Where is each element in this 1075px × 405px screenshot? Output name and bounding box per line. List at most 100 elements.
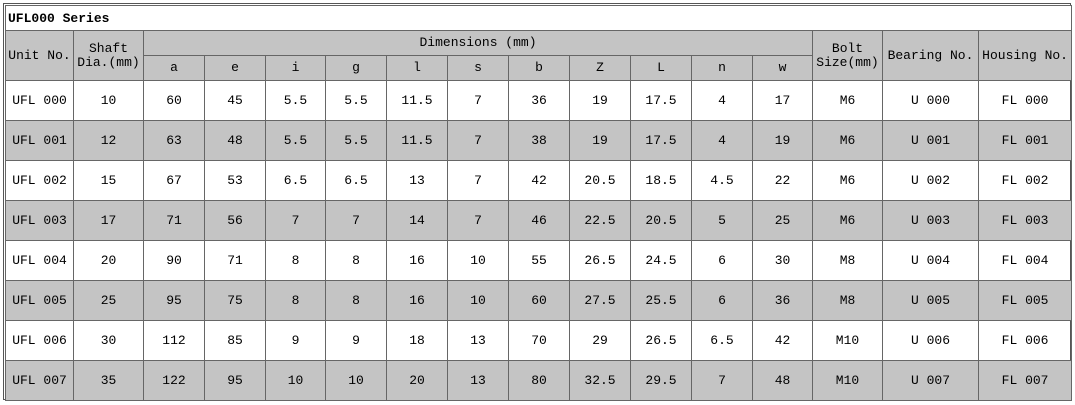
data-cell: 29.5 [630, 360, 692, 401]
data-cell: 17.5 [630, 80, 692, 121]
data-cell: 55 [508, 240, 570, 281]
data-cell: 25.5 [630, 280, 692, 321]
data-cell: M10 [812, 360, 883, 401]
data-cell: 10 [447, 240, 509, 281]
data-row: UFL 004 20 90 71 8 8 16 10 55 26.5 24.5 6 30 M8 U 004 F… [5, 240, 1073, 281]
header-dimensions: Dimensions (mm) [143, 30, 813, 56]
data-cell: 53 [204, 160, 266, 201]
data-cell: 70 [508, 320, 570, 361]
header-dim: l [386, 55, 448, 81]
data-cell: 90 [143, 240, 205, 281]
data-cell: UFL 003 [5, 200, 74, 241]
data-cell: 13 [447, 360, 509, 401]
header-dim: e [204, 55, 266, 81]
data-cell: 4 [691, 120, 753, 161]
data-cell: U 003 [882, 200, 979, 241]
data-cell: 35 [73, 360, 144, 401]
data-cell: 6.5 [325, 160, 387, 201]
data-cell: FL 003 [977, 200, 1073, 241]
header-dim: s [447, 55, 509, 81]
data-cell: 22.5 [569, 200, 631, 241]
data-cell: UFL 001 [5, 120, 74, 161]
data-cell: 9 [325, 320, 387, 361]
data-cell: 42 [752, 320, 813, 361]
data-cell: 75 [204, 280, 266, 321]
data-cell: U 006 [882, 320, 979, 361]
data-cell: UFL 005 [5, 280, 74, 321]
data-cell: 26.5 [569, 240, 631, 281]
data-cell: 5.5 [265, 80, 326, 121]
data-cell: UFL 007 [5, 360, 74, 401]
data-cell: 12 [73, 120, 144, 161]
data-cell: 36 [752, 280, 813, 321]
data-cell: 19 [569, 80, 631, 121]
data-cell: 60 [143, 80, 205, 121]
data-cell: 20.5 [569, 160, 631, 201]
spec-table: UFL000 Series Unit No. Shaft Dia.(mm) Dimens… [4, 5, 1073, 401]
header-shaft-line: Shaft [88, 40, 128, 56]
data-cell: 30 [73, 320, 144, 361]
data-cell: 10 [325, 360, 387, 401]
header-bolt-line: Size(mm) [816, 54, 879, 70]
data-cell: 5.5 [265, 120, 326, 161]
data-cell: 32.5 [569, 360, 631, 401]
header-shaft: Shaft Dia.(mm) [73, 30, 144, 81]
table-title: UFL000 Series [4, 5, 1073, 31]
header-dim: a [143, 55, 205, 81]
data-row: UFL 006 30 112 85 9 9 18 13 70 29 26.5 6.5 42 M10 U 00… [5, 320, 1073, 361]
data-cell: 5.5 [325, 80, 387, 121]
data-cell: 8 [265, 240, 326, 281]
table-frame: UFL000 Series Unit No. Shaft Dia.(mm) Dimens… [3, 3, 1073, 401]
data-cell: 112 [143, 320, 205, 361]
data-row: UFL 000 10 60 45 5.5 5.5 11.5 7 36 19 17.5 4 17 M6 U 0… [5, 80, 1073, 121]
data-cell: 6 [691, 280, 753, 321]
header-dim: n [691, 55, 753, 81]
data-cell: 60 [508, 280, 570, 321]
header-bearing: Bearing No. [882, 30, 979, 81]
data-row: UFL 002 15 67 53 6.5 6.5 13 7 42 20.5 18.5 4.5 22 M6 U… [5, 160, 1073, 201]
data-cell: FL 002 [977, 160, 1073, 201]
data-cell: U 001 [882, 120, 979, 161]
data-cell: 17 [752, 80, 813, 121]
data-cell: 63 [143, 120, 205, 161]
data-cell: 8 [325, 240, 387, 281]
data-cell: 71 [143, 200, 205, 241]
data-cell: 7 [447, 160, 509, 201]
data-cell: 85 [204, 320, 266, 361]
data-cell: 6 [691, 240, 753, 281]
data-cell: U 005 [882, 280, 979, 321]
data-cell: 19 [569, 120, 631, 161]
data-cell: 45 [204, 80, 266, 121]
data-cell: 42 [508, 160, 570, 201]
data-cell: 19 [752, 120, 813, 161]
data-cell: 5 [691, 200, 753, 241]
header-shaft-line: Dia.(mm) [77, 54, 140, 70]
data-cell: 10 [447, 280, 509, 321]
data-cell: 27.5 [569, 280, 631, 321]
data-cell: 46 [508, 200, 570, 241]
data-cell: U 007 [882, 360, 979, 401]
data-cell: 4.5 [691, 160, 753, 201]
header-row: Unit No. Shaft Dia.(mm) Dimensions (mm) Bolt… [5, 30, 1073, 81]
data-cell: 17 [73, 200, 144, 241]
data-cell: 18.5 [630, 160, 692, 201]
data-cell: 22 [752, 160, 813, 201]
data-cell: FL 005 [977, 280, 1073, 321]
data-cell: 9 [265, 320, 326, 361]
data-cell: 10 [265, 360, 326, 401]
data-cell: M6 [812, 80, 883, 121]
data-cell: 20 [73, 240, 144, 281]
data-cell: 16 [386, 280, 448, 321]
data-cell: 56 [204, 200, 266, 241]
data-cell: 7 [447, 200, 509, 241]
data-cell: UFL 000 [5, 80, 74, 121]
data-cell: 25 [752, 200, 813, 241]
data-cell: FL 004 [977, 240, 1073, 281]
data-cell: 20 [386, 360, 448, 401]
data-cell: 25 [73, 280, 144, 321]
data-cell: 4 [691, 80, 753, 121]
header-bolt-line: Bolt [831, 40, 864, 56]
data-cell: M8 [812, 240, 883, 281]
data-cell: 71 [204, 240, 266, 281]
